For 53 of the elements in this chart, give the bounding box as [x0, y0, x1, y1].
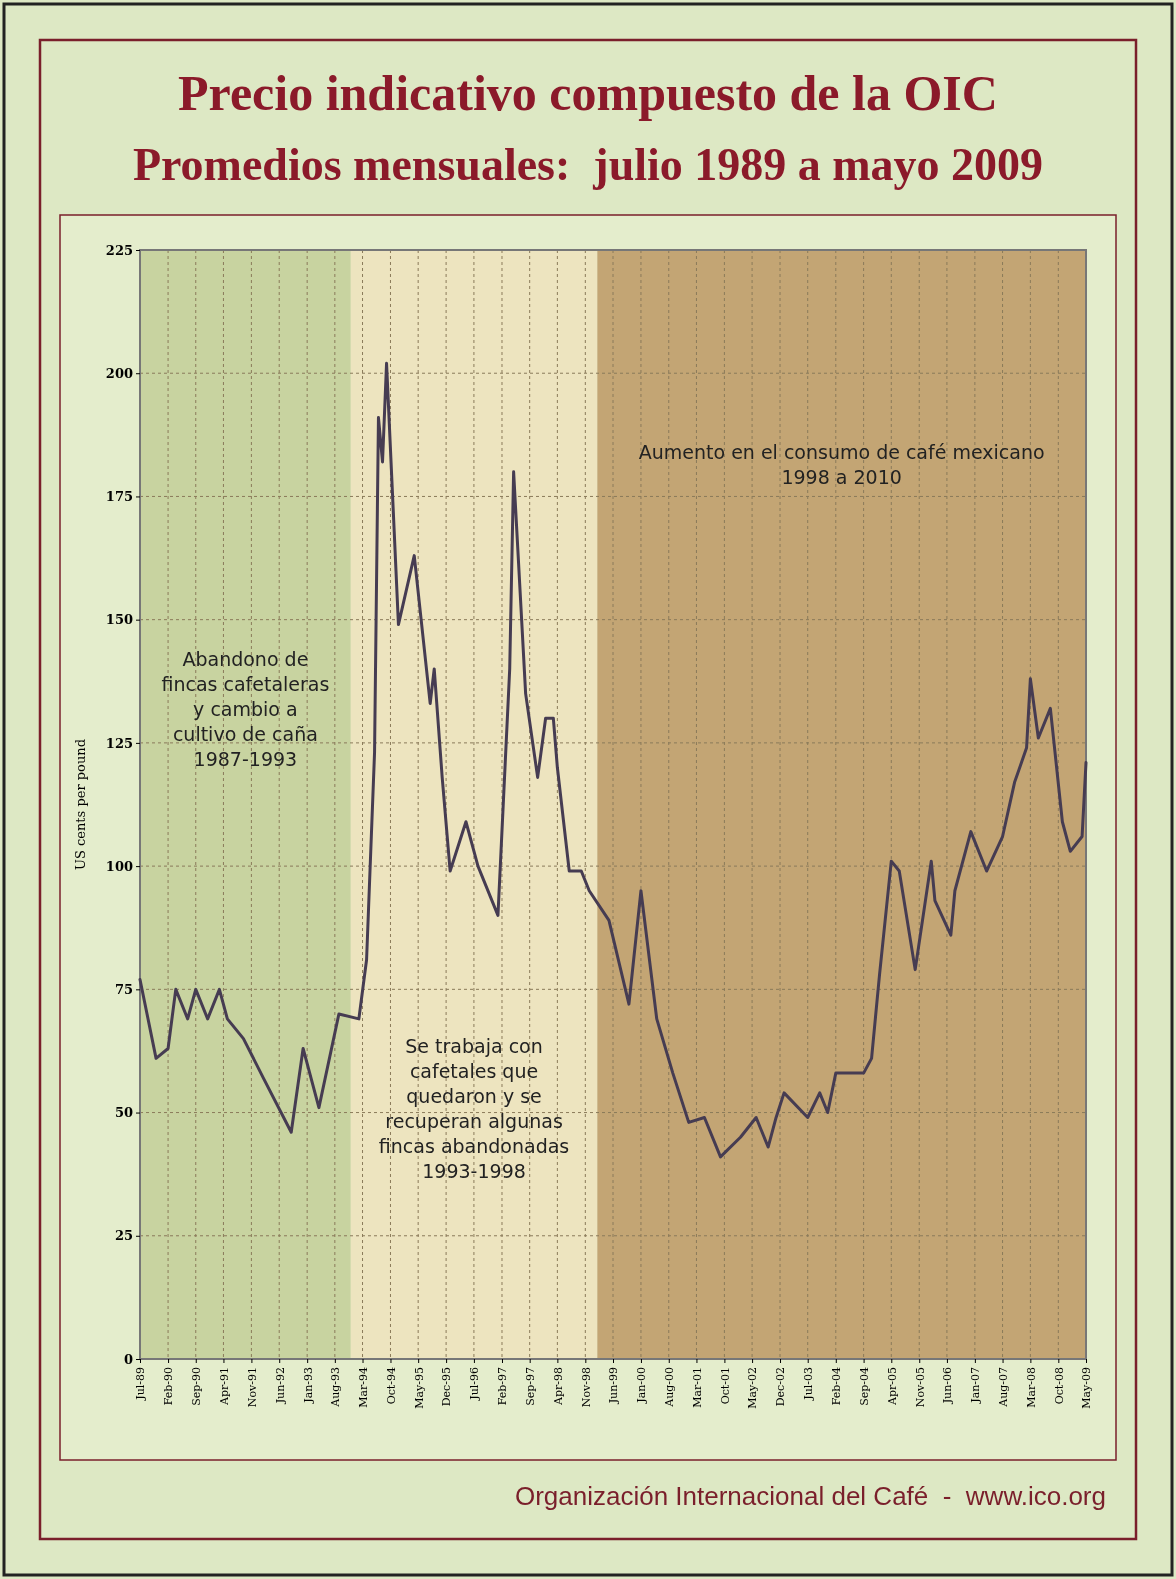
- band-label: Se trabaja con cafetales que quedaron y se recuperan algunas fincas abandonadas 1993-1998: [378, 1034, 570, 1182]
- x-tick-label: Sep-04: [857, 1367, 871, 1406]
- line-series: [138, 361, 1088, 1159]
- x-tick-label: Mar-94: [356, 1367, 370, 1408]
- x-tick-label: Dec-95: [440, 1367, 454, 1407]
- x-tick-label: Aug-00: [663, 1367, 677, 1408]
- x-tick-label: Apr-98: [551, 1367, 565, 1406]
- x-tick-label: Sep-90: [190, 1367, 204, 1406]
- x-tick-label: Oct-94: [384, 1367, 398, 1405]
- y-tick-label: 50: [114, 1105, 133, 1121]
- x-tick-label: Mar-01: [690, 1367, 704, 1408]
- x-tick-label: Feb-97: [496, 1367, 510, 1406]
- chart-title: Precio indicativo compuesto de la OIC: [178, 65, 998, 121]
- y-tick-label: 75: [114, 981, 133, 997]
- x-tick-label: Jan-07: [969, 1367, 983, 1404]
- x-tick-label: Jun-99: [607, 1367, 621, 1405]
- x-tick-label: Jan-93: [301, 1367, 315, 1404]
- y-tick-label: 100: [105, 858, 133, 874]
- band-label: Aumento en el consumo de café mexicano 1998 a 2010: [638, 441, 1045, 489]
- x-tick-label: Jul-96: [468, 1367, 482, 1401]
- y-tick-label: 200: [105, 365, 133, 381]
- y-tick-label: 150: [105, 612, 133, 628]
- x-tick-label: Apr-05: [885, 1367, 899, 1406]
- x-tick-label: Jul-89: [134, 1367, 148, 1401]
- x-tick-label: Dec-02: [774, 1367, 788, 1407]
- x-tick-label: May-95: [412, 1367, 426, 1409]
- x-tick-label: Jul-03: [802, 1367, 816, 1401]
- y-tick-label: 125: [105, 735, 133, 751]
- y-tick-label: 225: [105, 242, 133, 258]
- x-tick-label: Apr-91: [217, 1367, 231, 1406]
- x-tick-label: Nov-91: [245, 1367, 259, 1408]
- x-tick-label: Jan-00: [635, 1367, 649, 1404]
- text: Organización Internacional del Café - www.ico.org: [514, 1481, 1106, 1511]
- x-tick-label: Oct-08: [1052, 1367, 1066, 1405]
- x-tick-label: Sep-97: [524, 1367, 538, 1406]
- y-tick-label: 175: [105, 489, 133, 505]
- x-tick-label: Nov-05: [913, 1367, 927, 1408]
- x-tick-label: May-09: [1080, 1367, 1094, 1409]
- chart-subtitle: Promedios mensuales: julio 1989 a mayo 2009: [132, 139, 1044, 190]
- x-tick-label: Nov-98: [579, 1367, 593, 1408]
- band-label: Abandono de fincas cafetaleras y cambio a cultivo de caña 1987-1993: [161, 647, 330, 770]
- y-tick-label: 0: [123, 1351, 133, 1367]
- x-tick-label: Jun-92: [273, 1367, 287, 1405]
- x-tick-label: Feb-04: [830, 1367, 844, 1406]
- x-tick-label: Mar-08: [1024, 1367, 1038, 1408]
- x-tick-label: Aug-07: [996, 1367, 1010, 1408]
- y-tick-label: 25: [114, 1228, 133, 1244]
- x-tick-label: Oct-01: [718, 1367, 732, 1405]
- x-tick-label: Jun-06: [941, 1367, 955, 1405]
- y-axis-title: US cents per pound: [73, 739, 88, 870]
- x-tick-label: May-02: [746, 1367, 760, 1409]
- x-tick-label: Feb-90: [162, 1367, 176, 1406]
- x-tick-label: Aug-93: [329, 1367, 343, 1408]
